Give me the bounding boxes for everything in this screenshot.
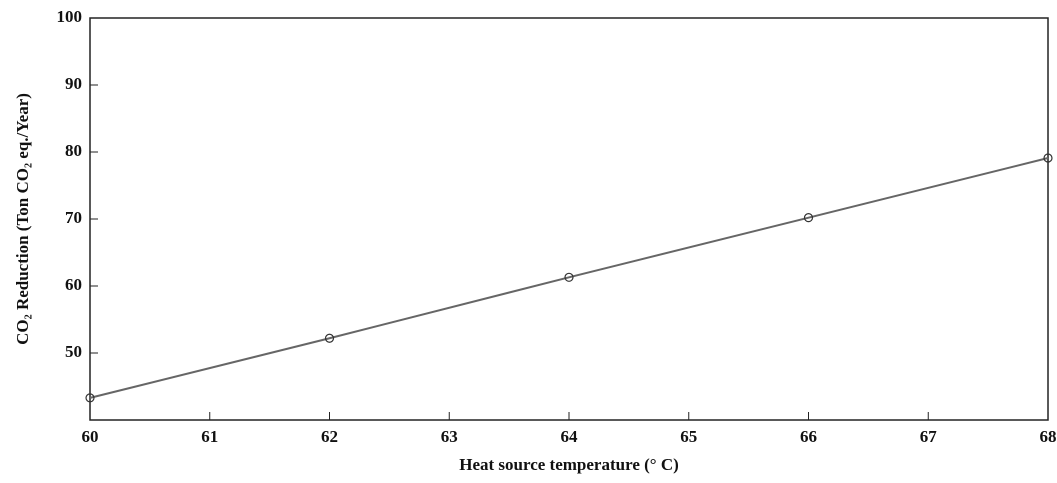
x-tick-label: 60 [82,427,99,446]
x-tick-label: 63 [441,427,458,446]
x-axis-label: Heat source temperature (° C) [459,455,679,474]
x-tick-label: 61 [201,427,218,446]
x-tick-label: 65 [680,427,697,446]
y-tick-label: 90 [65,74,82,93]
y-tick-label: 60 [65,275,82,294]
marker [803,213,814,223]
plot-frame [89,17,1049,421]
marker [324,333,335,343]
x-tick-label: 66 [800,427,817,446]
y-axis-label: CO₂ Reduction (Ton CO₂ eq./Year) [13,93,32,345]
y-tick-label: 80 [65,141,82,160]
marker [1043,153,1053,163]
y-tick-label: 100 [57,7,83,26]
y-tick-label: 50 [65,342,82,361]
x-tick-label: 62 [321,427,338,446]
line [89,157,1049,399]
x-tick-label: 68 [1040,427,1057,446]
x-tick-label: 67 [920,427,938,446]
marker [564,272,574,282]
x-tick-label: 64 [561,427,579,446]
y-tick-label: 70 [65,208,82,227]
marker [85,393,95,403]
